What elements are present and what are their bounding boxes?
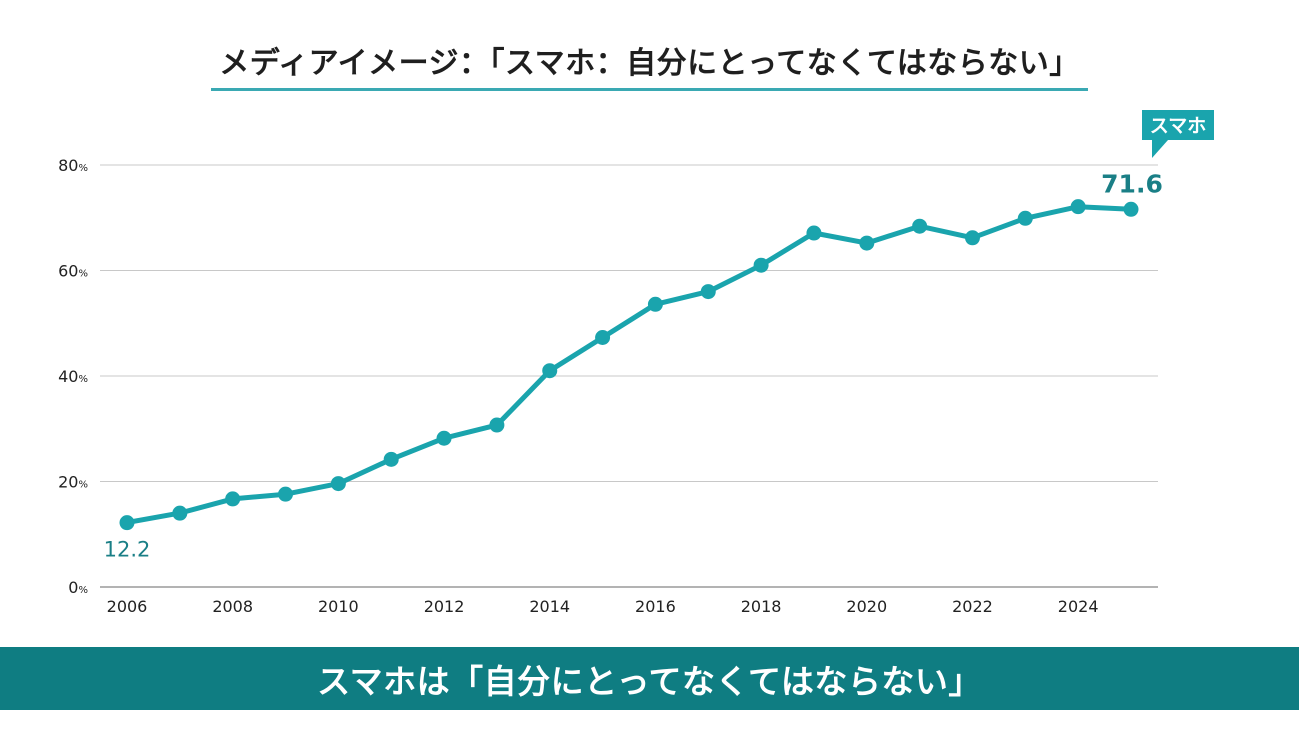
x-axis-ticks: 2006 2008 2010 2012 2014 2016 2018 2020 2022 2024 — [107, 597, 1099, 616]
data-point — [436, 430, 452, 446]
data-point — [330, 476, 346, 492]
data-point — [119, 515, 135, 531]
data-point — [964, 230, 980, 246]
data-point — [225, 491, 241, 507]
data-point — [278, 486, 294, 502]
y-axis-ticks: 0% 20% 40% 60% 80% — [58, 156, 88, 597]
x-tick-label: 2022 — [952, 597, 993, 616]
data-point — [595, 329, 611, 345]
x-tick-label: 2014 — [529, 597, 570, 616]
x-tick-label: 2012 — [424, 597, 465, 616]
last-value-label: 71.6 — [1101, 169, 1163, 198]
series-tag-box — [1142, 110, 1214, 140]
data-point — [1070, 199, 1086, 215]
data-point — [172, 505, 188, 521]
data-point — [1017, 210, 1033, 226]
y-tick-label: 60% — [58, 262, 88, 281]
y-tick-label: 0% — [68, 578, 88, 597]
data-point — [859, 235, 875, 251]
series-tag-pointer — [1152, 140, 1168, 158]
y-tick-label: 20% — [58, 473, 88, 492]
data-point — [383, 451, 399, 467]
footer-banner: スマホは「自分にとってなくてはならない」 — [0, 647, 1299, 710]
x-tick-label: 2006 — [107, 597, 148, 616]
data-labels: 12.2 71.6 スマホ — [104, 110, 1214, 562]
chart-title-wrap: メディアイメージ：「スマホ：自分にとってなくてはならない」 — [0, 38, 1299, 91]
data-point — [1123, 201, 1139, 217]
data-point — [912, 218, 928, 234]
x-tick-label: 2024 — [1058, 597, 1099, 616]
x-tick-label: 2018 — [741, 597, 782, 616]
data-point — [753, 257, 769, 273]
x-tick-label: 2020 — [846, 597, 887, 616]
data-point — [700, 284, 716, 300]
x-tick-label: 2008 — [212, 597, 253, 616]
data-point — [647, 296, 663, 312]
data-point — [489, 417, 505, 433]
x-tick-label: 2016 — [635, 597, 676, 616]
footer-text: スマホは「自分にとってなくてはならない」 — [317, 661, 982, 701]
grid-lines — [100, 164, 1158, 588]
series-smartphone — [119, 199, 1139, 531]
y-tick-label: 80% — [58, 156, 88, 175]
x-tick-label: 2010 — [318, 597, 359, 616]
series-tag-label: スマホ — [1150, 115, 1206, 137]
data-point — [542, 363, 558, 379]
line-chart: 0%20%40%60%80% 2006 2008 2010 2012 2014 2016 2… — [58, 110, 1214, 616]
series-line — [124, 204, 1134, 526]
first-value-label: 12.2 — [104, 538, 151, 562]
chart-title: メディアイメージ：「スマホ：自分にとってなくてはならない」 — [211, 38, 1088, 91]
data-point — [806, 225, 822, 241]
y-tick-label: 40% — [58, 367, 88, 386]
